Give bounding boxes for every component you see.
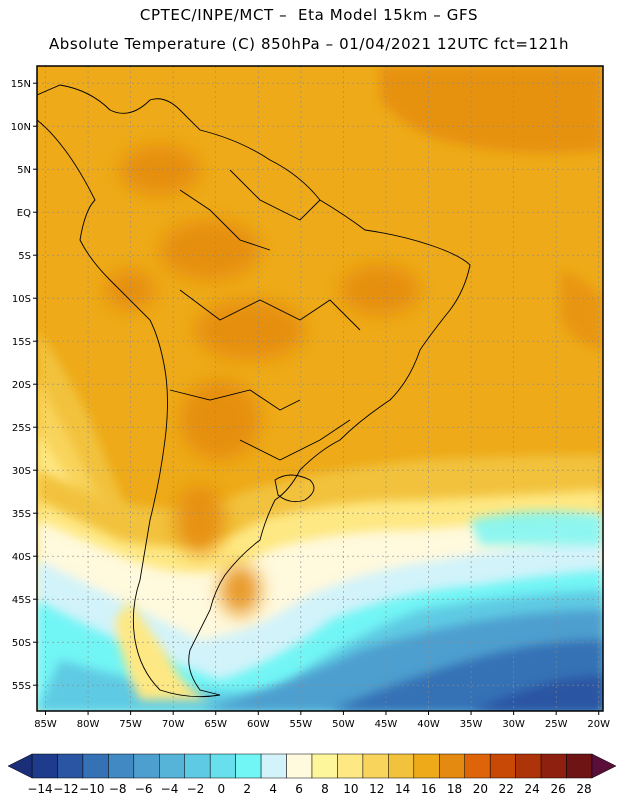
- colorbar-swatch: [311, 753, 338, 779]
- grid-lines: [37, 66, 603, 711]
- colorbar-swatch: [515, 753, 542, 779]
- colorbar-label: 26: [550, 782, 565, 796]
- lat-tick-label: 35S: [12, 509, 31, 520]
- colorbar-swatch: [540, 753, 567, 779]
- colorbar-swatch: [388, 753, 415, 779]
- lat-tick-label: 10S: [12, 294, 31, 305]
- lat-tick-label: 55S: [12, 681, 31, 692]
- colorbar-swatch: [489, 753, 516, 779]
- colorbar-label: 10: [343, 782, 358, 796]
- colorbar-label: −14: [27, 782, 52, 796]
- colorbar-swatch: [566, 753, 593, 779]
- temperature-field: [37, 66, 603, 711]
- colorbar-label: −4: [161, 782, 179, 796]
- colorbar-label: 12: [369, 782, 384, 796]
- colorbar-label: 0: [218, 782, 226, 796]
- colorbar-swatch: [260, 753, 287, 779]
- lon-tick-label: 55W: [290, 719, 313, 730]
- lat-tick-label: 10N: [11, 122, 31, 133]
- colorbar-swatch: [362, 753, 389, 779]
- colorbar-label: −8: [109, 782, 127, 796]
- lon-tick-label: 65W: [204, 719, 227, 730]
- latitude-axis: 15N 10N 5N EQ 5S 10S 15S 20S 25S 30S 35S 40S 45S 50S 5…: [11, 79, 37, 692]
- colorbar-swatch: [31, 753, 58, 779]
- colorbar-label: −2: [187, 782, 205, 796]
- lon-tick-label: 30W: [502, 719, 525, 730]
- colorbar-swatch: [108, 753, 135, 779]
- colorbar-swatch: [159, 753, 185, 779]
- coastline: [37, 84, 471, 698]
- colorbar-swatch: [413, 753, 440, 779]
- colorbar-label: −6: [135, 782, 153, 796]
- lon-tick-label: 60W: [247, 719, 270, 730]
- lat-tick-label: 15N: [11, 79, 31, 90]
- lon-tick-label: 85W: [34, 719, 57, 730]
- lon-tick-label: 40W: [417, 719, 440, 730]
- colorbar-label: 4: [269, 782, 277, 796]
- colorbar-label: 14: [395, 782, 410, 796]
- map-subtitle: Absolute Temperature (C) 850hPa – 01/04/…: [48, 35, 570, 53]
- colorbar-label: 28: [576, 782, 591, 796]
- colorbar-label: 8: [321, 782, 329, 796]
- longitude-axis: 85W 80W 75W 70W 65W 60W 55W 50W 45W 40W 35W 30W 25W 2…: [34, 711, 610, 730]
- colorbar-high-arrow: [591, 753, 617, 779]
- colorbar-label: 18: [447, 782, 462, 796]
- lat-tick-label: 15S: [12, 337, 31, 348]
- colorbar-labels: −14 −12 −10 −8 −6 −4 −2 0 2 4 6 8 10 12 14 16 18 20 22 24 26…: [27, 782, 591, 796]
- colorbar-label: 2: [243, 782, 251, 796]
- map-frame: [36, 65, 604, 712]
- colorbar-low-arrow: [7, 753, 33, 779]
- lon-tick-label: 70W: [162, 719, 185, 730]
- colorbar-swatch: [133, 753, 160, 779]
- lat-tick-label: 20S: [12, 380, 31, 391]
- lon-tick-label: 50W: [332, 719, 355, 730]
- colorbar: [7, 753, 617, 779]
- colorbar-label: 20: [473, 782, 488, 796]
- lat-tick-label: 50S: [12, 638, 31, 649]
- colorbar-label: 22: [499, 782, 514, 796]
- colorbar-swatch: [464, 753, 491, 779]
- colorbar-swatch: [439, 753, 465, 779]
- map-title: CPTEC/INPE/MCT – Eta Model 15km – GFS: [139, 6, 479, 24]
- colorbar-swatch: [235, 753, 262, 779]
- colorbar-label: 24: [525, 782, 540, 796]
- lat-tick-label: 40S: [12, 552, 31, 563]
- lon-tick-label: 45W: [375, 719, 398, 730]
- colorbar-swatch: [82, 753, 109, 779]
- lon-tick-label: 80W: [77, 719, 100, 730]
- colorbar-swatch: [57, 753, 84, 779]
- lat-tick-label: EQ: [17, 208, 31, 219]
- colorbar-swatch: [184, 753, 211, 779]
- lat-tick-label: 30S: [12, 466, 31, 477]
- colorbar-label: 6: [295, 782, 303, 796]
- colorbar-label: −12: [53, 782, 78, 796]
- colorbar-swatch: [209, 753, 236, 779]
- colorbar-label: 16: [421, 782, 436, 796]
- lat-tick-label: 5N: [17, 165, 31, 176]
- lon-tick-label: 75W: [119, 719, 142, 730]
- lon-tick-label: 20W: [587, 719, 610, 730]
- lon-tick-label: 35W: [460, 719, 483, 730]
- lat-tick-label: 25S: [12, 423, 31, 434]
- lon-tick-label: 25W: [545, 719, 568, 730]
- colorbar-label: −10: [79, 782, 104, 796]
- lat-tick-label: 45S: [12, 595, 31, 606]
- colorbar-swatch: [337, 753, 364, 779]
- colorbar-swatch: [286, 753, 313, 779]
- lat-tick-label: 5S: [18, 251, 31, 262]
